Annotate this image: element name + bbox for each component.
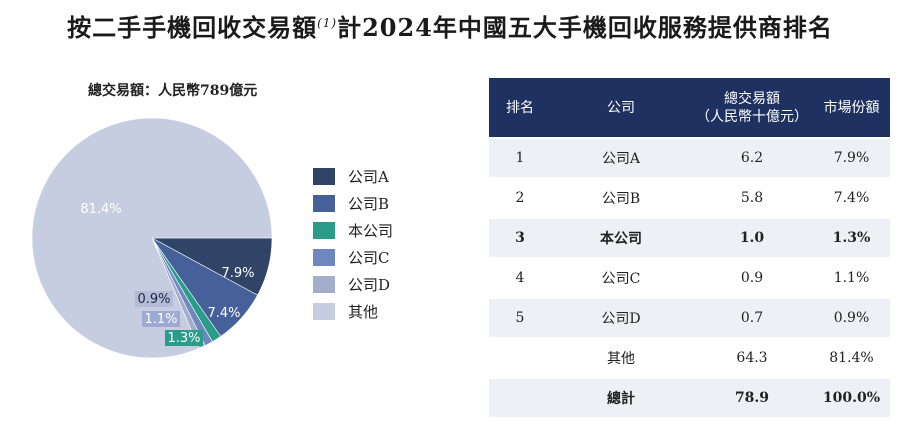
legend-swatch (313, 168, 335, 185)
legend-item: 公司A (313, 163, 393, 190)
legend-label: 公司C (348, 249, 390, 267)
legend-label: 公司B (348, 195, 390, 213)
data-label: 1.1% (144, 312, 177, 327)
page-title: 按二手手機回收交易額(1)計2024年中國五大手機回收服務提供商排名 (0, 8, 900, 43)
cell-company: 公司A (551, 137, 691, 178)
table-header-row: 排名 公司 總交易額 （人民幣十億元） 市場份額 (489, 78, 890, 138)
cell-share: 7.4% (813, 177, 890, 218)
legend-item: 公司D (313, 271, 393, 298)
legend-item: 公司B (313, 190, 393, 217)
cell-rank: 5 (489, 297, 551, 338)
legend-swatch (313, 303, 335, 320)
table-row: 3 本公司 1.0 1.3% (489, 217, 890, 258)
legend-swatch (313, 249, 335, 266)
legend-swatch (313, 276, 335, 293)
cell-rank: 1 (489, 137, 551, 178)
cell-company: 公司D (551, 297, 691, 338)
table-row: 其他 64.3 81.4% (489, 337, 890, 378)
legend-label: 公司D (348, 276, 391, 294)
table-row: 1 公司A 6.2 7.9% (489, 137, 890, 178)
table-row: 總計 78.9 100.0% (489, 377, 890, 417)
data-label: 7.9% (221, 266, 254, 281)
header-amount: 總交易額 （人民幣十億元） (691, 78, 813, 138)
cell-amount: 64.3 (691, 337, 813, 378)
cell-amount: 1.0 (691, 217, 813, 258)
cell-company: 總計 (551, 377, 691, 417)
cell-share: 1.1% (813, 257, 890, 298)
legend-label: 本公司 (348, 222, 394, 240)
cell-amount: 78.9 (691, 377, 813, 417)
header-rank: 排名 (489, 78, 551, 138)
cell-rank (489, 377, 551, 417)
cell-share: 100.0% (813, 377, 890, 417)
cell-company: 公司B (551, 177, 691, 218)
data-label-bg (142, 311, 180, 327)
ranking-table: 排名 公司 總交易額 （人民幣十億元） 市場份額 1 公司A 6.2 7.9% 2 公司B 5… (489, 78, 890, 417)
pie-chart: 7.9% 7.4% 1.3% 1.1% 0.9% 81.4% (31, 117, 273, 359)
data-label: 7.4% (207, 306, 240, 321)
title-tail: 計2024年中國五大手機回收服務提供商排名 (337, 13, 833, 42)
header-share: 市場份額 (813, 78, 890, 138)
cell-share: 81.4% (813, 337, 890, 378)
data-label: 81.4% (80, 202, 121, 217)
cell-amount: 0.9 (691, 257, 813, 298)
legend-label: 公司A (348, 168, 389, 186)
header-company: 公司 (551, 78, 691, 138)
cell-rank: 4 (489, 257, 551, 298)
pie-slice (31, 117, 273, 359)
legend-swatch (313, 222, 335, 239)
cell-rank: 3 (489, 217, 551, 258)
cell-rank: 2 (489, 177, 551, 218)
cell-amount: 5.8 (691, 177, 813, 218)
data-label: 0.9% (137, 292, 170, 307)
title-footnote-marker: (1) (317, 16, 338, 30)
table-row: 2 公司B 5.8 7.4% (489, 177, 890, 218)
cell-company: 其他 (551, 337, 691, 378)
legend-item: 其他 (313, 298, 393, 325)
pie-subtitle: 總交易額：人民幣789億元 (88, 83, 258, 99)
data-label: 1.3% (167, 331, 200, 346)
legend-swatch (313, 195, 335, 212)
table-row: 5 公司D 0.7 0.9% (489, 297, 890, 338)
title-main: 按二手手機回收交易額 (67, 13, 318, 42)
pie-legend: 公司A 公司B 本公司公司C 公司D 其他 (313, 163, 393, 325)
table-row: 4 公司C 0.9 1.1% (489, 257, 890, 298)
cell-share: 0.9% (813, 297, 890, 338)
cell-company: 本公司 (551, 217, 691, 258)
cell-amount: 6.2 (691, 137, 813, 178)
cell-company: 公司C (551, 257, 691, 298)
cell-share: 7.9% (813, 137, 890, 178)
cell-rank (489, 337, 551, 378)
data-label-bg (135, 291, 173, 307)
data-label-bg (165, 330, 203, 346)
cell-share: 1.3% (813, 217, 890, 258)
legend-item: 公司C (313, 244, 393, 271)
legend-label: 其他 (348, 303, 379, 321)
cell-amount: 0.7 (691, 297, 813, 338)
legend-item: 本公司 (313, 217, 393, 244)
